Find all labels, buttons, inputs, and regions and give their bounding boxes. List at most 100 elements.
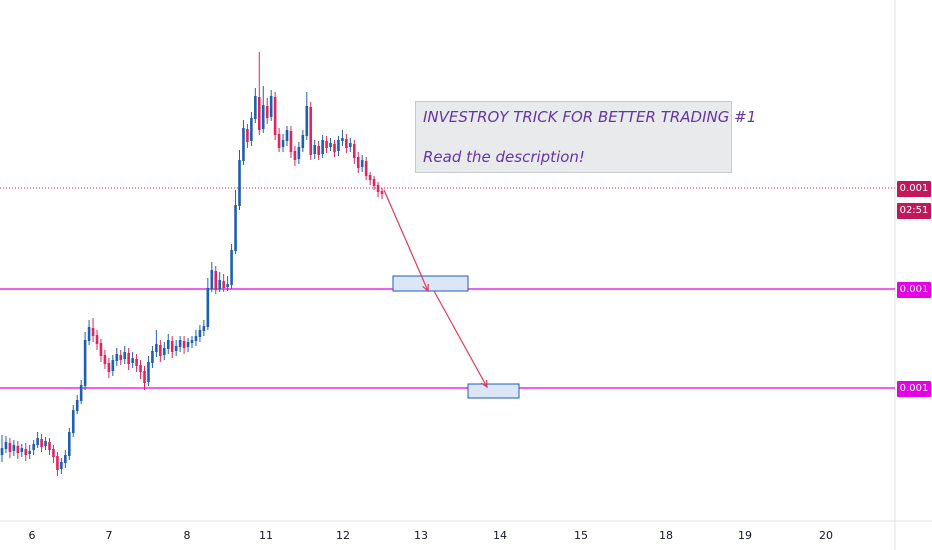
time-tick-label: 7 — [105, 529, 113, 542]
candle-body — [222, 281, 225, 288]
candle-body — [325, 141, 328, 148]
candle-body — [285, 130, 289, 141]
candle-body — [36, 438, 39, 445]
forecast-arrow-1-head — [422, 283, 429, 293]
candle-body — [28, 451, 32, 454]
time-tick-label: 13 — [414, 529, 428, 542]
candle-body — [321, 140, 324, 154]
candle-body — [226, 284, 229, 287]
candle-body — [0, 448, 4, 455]
candle-body — [40, 439, 43, 447]
candle-body — [341, 138, 344, 141]
candle-body — [309, 107, 313, 155]
candle-body — [135, 359, 138, 366]
time-tick-label: 14 — [493, 529, 507, 542]
candle-body — [64, 455, 67, 463]
candle-body — [198, 330, 202, 337]
time-tick-label: 8 — [183, 529, 191, 542]
annotation-box[interactable]: INVESTROY TRICK FOR BETTER TRADING #1 Re… — [415, 101, 756, 173]
candle-body — [265, 106, 269, 118]
candle-body — [349, 143, 352, 147]
candle-body — [159, 345, 162, 356]
candle-body — [103, 355, 107, 364]
candle-body — [91, 328, 95, 336]
time-tick-label: 19 — [738, 529, 752, 542]
candle-body — [246, 129, 249, 142]
candle-body — [210, 270, 214, 289]
candle-body — [345, 139, 348, 148]
candle-body — [214, 271, 218, 290]
countdown-tag: 02:51 — [897, 203, 931, 219]
candle-body — [147, 362, 150, 382]
candle-body — [301, 135, 305, 148]
candle-body — [143, 371, 146, 383]
candle-body — [16, 446, 20, 453]
candle-body — [372, 179, 376, 186]
candle-body — [206, 288, 210, 327]
candle-body — [67, 432, 71, 456]
candle-body — [333, 144, 336, 152]
candle-body — [87, 327, 91, 341]
candle-body — [166, 340, 170, 349]
time-tick-label: 18 — [659, 529, 673, 542]
time-tick-label: 20 — [819, 529, 833, 542]
forecast-arrow-2 — [433, 290, 488, 388]
candle-body — [111, 360, 115, 371]
candle-body — [190, 340, 194, 343]
candle-body — [32, 444, 35, 450]
candle-body — [218, 280, 222, 289]
target-box-1 — [392, 275, 469, 292]
candle-body — [360, 160, 364, 167]
candle-body — [269, 96, 273, 117]
candle-body — [337, 140, 340, 151]
candle-body — [127, 353, 130, 364]
candle-body — [75, 400, 79, 411]
candle-body — [254, 96, 257, 119]
candle-body — [194, 336, 198, 341]
candle-body — [293, 151, 297, 160]
candle-body — [230, 250, 233, 285]
time-tick-label: 11 — [259, 529, 273, 542]
candle-body — [4, 442, 8, 449]
candle-body — [95, 335, 99, 344]
candle-body — [368, 175, 372, 180]
candle-body — [356, 157, 360, 168]
candle-body — [313, 145, 317, 154]
candle-body — [99, 343, 103, 356]
candle-body — [257, 97, 261, 130]
candle-body — [12, 445, 16, 451]
candle-body — [52, 449, 55, 457]
candle-body — [178, 340, 182, 347]
candle-body — [289, 131, 293, 152]
candle-body — [182, 341, 186, 348]
candle-body — [250, 118, 253, 141]
candle-body — [376, 185, 380, 192]
candle-body — [281, 140, 285, 147]
candle-body — [170, 341, 174, 352]
candle-body — [277, 134, 281, 148]
candle-body — [24, 449, 28, 455]
candle-body — [44, 441, 47, 446]
candle-body — [238, 160, 241, 206]
candle-body — [83, 340, 87, 386]
candle-body — [297, 147, 301, 159]
candle-body — [8, 443, 12, 452]
candle-body — [317, 146, 320, 155]
candle-body — [56, 456, 59, 470]
target-box-2 — [467, 383, 520, 399]
candle-body — [186, 342, 190, 347]
candle-body — [107, 363, 111, 372]
candle-body — [380, 191, 384, 194]
candle-body — [131, 358, 134, 363]
candle-body — [352, 144, 356, 158]
candle-body — [329, 143, 332, 147]
candle-body — [20, 448, 24, 452]
candle-body — [162, 348, 166, 355]
annotation-subtitle: Read the description! — [423, 148, 585, 166]
candle-body — [202, 326, 206, 331]
time-tick-label: 6 — [28, 529, 36, 542]
forecast-arrow-2-head — [480, 379, 488, 389]
candle-body — [48, 442, 51, 450]
